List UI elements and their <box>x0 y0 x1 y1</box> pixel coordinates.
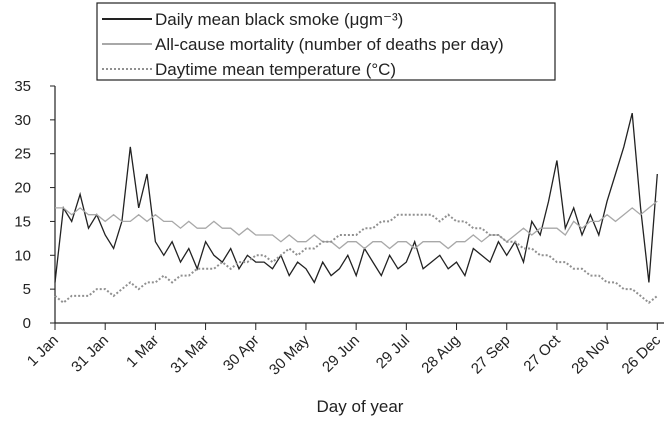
y-tick-label: 15 <box>14 213 31 230</box>
legend-label: All-cause mortality (number of deaths pe… <box>155 35 504 54</box>
y-tick-label: 20 <box>14 180 31 197</box>
legend-box <box>96 2 556 81</box>
y-tick-label: 10 <box>14 247 31 264</box>
x-tick-label: 28 Nov <box>568 331 614 377</box>
x-tick-label: 29 Jun <box>319 332 363 376</box>
y-tick-label: 5 <box>23 281 31 298</box>
x-tick-label: 31 Mar <box>167 332 212 377</box>
y-tick-label: 30 <box>14 112 31 129</box>
x-tick-label: 30 Apr <box>220 332 263 375</box>
series-line <box>54 112 658 284</box>
y-tick-label: 25 <box>14 146 31 163</box>
x-tick-label: 29 Jul <box>373 332 413 372</box>
x-tick-label: 31 Jan <box>68 332 112 376</box>
x-tick-label: 1 Mar <box>123 332 162 371</box>
x-tick-label: 26 Dec <box>619 331 665 377</box>
x-tick-label: 30 May <box>266 331 313 378</box>
x-tick-label: 1 Jan <box>24 332 62 370</box>
series-line <box>54 213 658 304</box>
legend-label: Daytime mean temperature (°C) <box>155 60 396 79</box>
legend-label: Daily mean black smoke (μgm⁻³) <box>155 10 403 29</box>
y-tick-label: 35 <box>14 78 31 95</box>
x-axis-title: Day of year <box>317 397 404 416</box>
x-tick-label: 28 Aug <box>418 332 463 377</box>
y-tick-label: 0 <box>23 315 31 332</box>
x-tick-label: 27 Oct <box>520 331 564 375</box>
series-line <box>55 200 658 250</box>
x-tick-label: 27 Sep <box>468 332 514 378</box>
